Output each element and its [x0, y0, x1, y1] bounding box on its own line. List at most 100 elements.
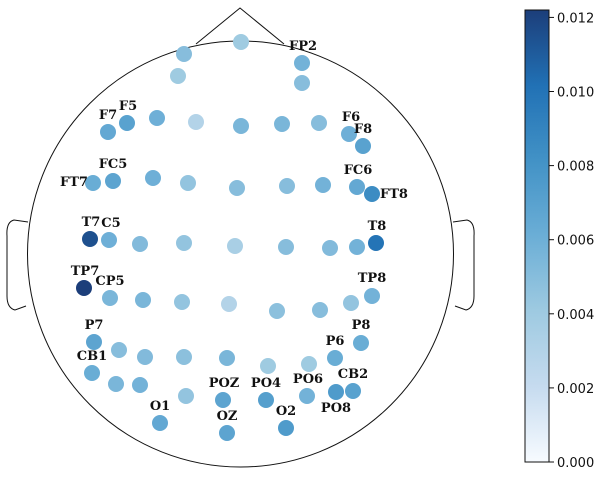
colorbar-tick-label: 0.008	[557, 160, 594, 175]
electrode-unlabeled-9	[233, 118, 249, 134]
electrode-o2	[278, 420, 294, 436]
electrode-label-tp7: TP7	[71, 264, 100, 279]
electrode-unlabeled-38	[312, 302, 328, 318]
electrode-unlabeled-10	[274, 116, 290, 132]
electrode-unlabeled-47	[301, 356, 317, 372]
electrode-unlabeled-8	[188, 114, 204, 130]
electrode-label-poz: POZ	[209, 376, 240, 391]
electrode-po6	[299, 388, 315, 404]
electrode-label-f8: F8	[354, 122, 372, 137]
electrode-label-cb2: CB2	[338, 367, 368, 382]
electrode-unlabeled-53	[178, 388, 194, 404]
electrode-cp5	[102, 290, 118, 306]
electrode-label-po6: PO6	[293, 372, 323, 387]
electrode-unlabeled-30	[349, 239, 365, 255]
electrode-label-f6: F6	[342, 110, 360, 125]
electrode-unlabeled-3	[170, 68, 186, 84]
electrode-f5	[119, 115, 135, 131]
colorbar-tick-label: 0.010	[557, 86, 594, 101]
electrode-unlabeled-18	[229, 180, 245, 196]
electrode-unlabeled-19	[279, 178, 295, 194]
electrode-label-t7: T7	[82, 215, 101, 230]
electrode-unlabeled-16	[145, 170, 161, 186]
electrode-label-p7: P7	[85, 318, 104, 333]
electrode-p8	[353, 335, 369, 351]
electrode-unlabeled-44	[176, 349, 192, 365]
electrode-unlabeled-26	[176, 235, 192, 251]
electrode-p6	[327, 350, 343, 366]
electrode-unlabeled-20	[315, 177, 331, 193]
nose-outline	[195, 7, 285, 45]
electrode-label-c5: C5	[101, 216, 120, 231]
electrode-f8	[355, 138, 371, 154]
electrode-unlabeled-4	[294, 75, 310, 91]
electrode-unlabeled-51	[108, 376, 124, 392]
electrode-cb2	[345, 383, 361, 399]
colorbar-tick-label: 0.006	[557, 234, 594, 249]
electrode-label-tp8: TP8	[358, 271, 387, 286]
left-ear-outline	[6, 219, 29, 311]
electrode-t8	[368, 235, 384, 251]
electrode-unlabeled-28	[278, 239, 294, 255]
electrode-label-oz: OZ	[217, 409, 238, 424]
electrode-unlabeled-29	[322, 240, 338, 256]
electrode-cb1	[84, 365, 100, 381]
electrode-label-ft8: FT8	[380, 187, 408, 202]
electrode-o1	[152, 415, 168, 431]
electrode-unlabeled-25	[132, 236, 148, 252]
colorbar-tick-label: 0.002	[557, 382, 594, 397]
electrode-unlabeled-36	[221, 296, 237, 312]
electrode-unlabeled-45	[219, 350, 235, 366]
electrode-label-fc6: FC6	[344, 163, 373, 178]
electrode-oz	[219, 425, 235, 441]
electrode-ft7	[85, 175, 101, 191]
electrode-tp7	[76, 280, 92, 296]
electrode-label-ft7: FT7	[60, 175, 88, 190]
electrode-f6	[341, 126, 357, 142]
electrode-unlabeled-35	[174, 294, 190, 310]
electrode-fc6	[349, 179, 365, 195]
electrode-unlabeled-1	[233, 34, 249, 50]
colorbar-tick-label: 0.012	[557, 11, 594, 26]
electrode-p7	[86, 334, 102, 350]
electrode-unlabeled-27	[227, 238, 243, 254]
electrode-label-t8: T8	[368, 219, 387, 234]
electrode-tp8	[364, 288, 380, 304]
electrode-label-cp5: CP5	[95, 274, 124, 289]
electrode-po4	[258, 392, 274, 408]
electrode-fp2	[294, 55, 310, 71]
right-ear-outline	[452, 219, 475, 311]
electrode-unlabeled-37	[269, 303, 285, 319]
electrode-unlabeled-39	[343, 295, 359, 311]
colorbar-ticks: 0.000 0.002 0.004 0.006 0.008 0.010 0.012	[549, 11, 594, 471]
electrode-label-po4: PO4	[251, 376, 281, 391]
electrode-poz	[215, 392, 231, 408]
electrode-label-o1: O1	[150, 399, 170, 414]
electrode-fc5	[105, 173, 121, 189]
electrode-unlabeled-0	[176, 46, 192, 62]
electrode-f7	[100, 124, 116, 140]
electrode-unlabeled-52	[132, 377, 148, 393]
electrode-unlabeled-46	[260, 358, 276, 374]
electrode-label-o2: O2	[276, 404, 296, 419]
colorbar-tick-label: 0.004	[557, 308, 594, 323]
electrode-label-p6: P6	[326, 334, 345, 349]
electrode-unlabeled-42	[111, 342, 127, 358]
electrode-label-fp2: FP2	[289, 39, 317, 54]
electrode-label-f5: F5	[119, 99, 137, 114]
colorbar-tick-label: 0.000	[557, 456, 594, 471]
electrode-unlabeled-7	[149, 110, 165, 126]
electrode-po8	[328, 384, 344, 400]
electrode-ft8	[364, 186, 380, 202]
electrode-unlabeled-43	[137, 349, 153, 365]
electrode-label-cb1: CB1	[77, 349, 107, 364]
electrode-label-po8: PO8	[321, 401, 351, 416]
head-outline	[27, 40, 454, 468]
colorbar	[524, 9, 550, 463]
electrode-t7	[82, 231, 98, 247]
electrode-unlabeled-11	[311, 115, 327, 131]
electrode-label-fc5: FC5	[99, 157, 128, 172]
